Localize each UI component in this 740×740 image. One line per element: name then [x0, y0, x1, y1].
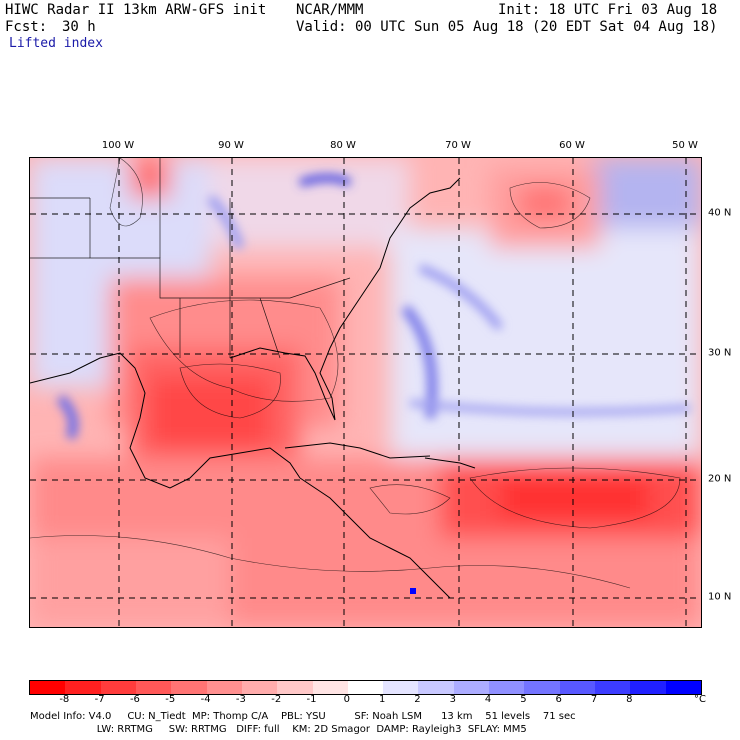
lon-label: 50 W — [672, 140, 698, 151]
colorbar-swatch — [418, 681, 454, 694]
lat-label: 30 N — [708, 347, 732, 359]
lat-lon-grid — [30, 158, 701, 627]
colorbar-swatch — [135, 681, 172, 694]
fcst-label: Fcst: — [5, 19, 48, 35]
colorbar-swatch — [241, 681, 278, 694]
lon-label: 60 W — [559, 140, 585, 151]
colorbar-tick-label: -4 — [200, 694, 211, 705]
lon-label: 80 W — [330, 140, 356, 151]
colorbar-tick-label: 7 — [590, 694, 598, 705]
li-contours — [30, 158, 681, 589]
colorbar-swatch — [489, 681, 525, 694]
strong-stability-spot — [410, 588, 416, 594]
colorbar-swatch — [171, 681, 207, 694]
lon-label: 90 W — [218, 140, 244, 151]
init-time: Init: 18 UTC Fri 03 Aug 18 — [498, 2, 718, 18]
field-name: Lifted index — [9, 36, 103, 51]
colorbar-tick-label: -5 — [165, 694, 176, 705]
colorbar-tick-label: 2 — [414, 694, 421, 705]
colorbar-swatch — [630, 681, 666, 694]
colorbar-swatch — [65, 681, 101, 694]
colorbar-unit: °C — [694, 694, 706, 705]
lifted-index-map — [29, 157, 702, 628]
org-label: NCAR/MMM — [296, 2, 364, 18]
colorbar-tick-label: 5 — [520, 694, 527, 705]
colorbar-tick-label: 1 — [378, 694, 386, 705]
colorbar-swatch — [383, 681, 419, 694]
lat-label: 10 N — [708, 591, 732, 603]
colorbar-swatch — [100, 681, 136, 694]
state-borders — [30, 158, 351, 359]
colorbar-swatch — [30, 681, 66, 694]
colorbar-tick-label: 0 — [343, 694, 351, 705]
colorbar-tick-label: -6 — [129, 694, 140, 705]
lat-label: 20 N — [708, 473, 732, 485]
colorbar-swatch — [559, 681, 595, 694]
colorbar-swatch — [312, 681, 348, 694]
colorbar-tick-label: -1 — [306, 694, 317, 705]
colorbar-tick-label: -7 — [94, 694, 105, 705]
lat-label: 40 N — [708, 207, 732, 219]
blue-streaks — [56, 174, 691, 441]
colorbar-swatch — [665, 681, 701, 694]
field-shading — [30, 158, 701, 627]
colorbar-swatch — [347, 681, 384, 694]
lon-label: 100 W — [101, 140, 135, 151]
colorbar-tick-label: -2 — [271, 694, 282, 705]
colorbar-swatch — [595, 681, 631, 694]
colorbar — [29, 680, 702, 695]
model-title: HIWC Radar II 13km ARW-GFS init — [5, 2, 267, 18]
colorbar-swatch — [524, 681, 560, 694]
map-canvas — [30, 158, 701, 627]
colorbar-tick-label: 8 — [626, 694, 633, 705]
colorbar-tick-label: -3 — [235, 694, 246, 705]
colorbar-swatch — [206, 681, 242, 694]
colorbar-tick-label: 3 — [449, 694, 456, 705]
coastlines — [30, 177, 476, 599]
lon-label: 70 W — [445, 140, 471, 151]
footer-model-info: Model Info: V4.0 CU: N_Tiedt MP: Thomp C… — [30, 711, 576, 722]
colorbar-swatch — [277, 681, 313, 694]
valid-time: Valid: 00 UTC Sun 05 Aug 18 (20 EDT Sat … — [296, 19, 718, 35]
colorbar-tick-label: 4 — [484, 694, 492, 705]
fcst-value: 30 h — [62, 19, 96, 35]
colorbar-tick-label: 6 — [555, 694, 562, 705]
footer-physics-info: LW: RRTMG SW: RRTMG DIFF: full KM: 2D Sm… — [30, 724, 527, 735]
colorbar-tick-label: -8 — [59, 694, 70, 705]
colorbar-swatch — [453, 681, 490, 694]
